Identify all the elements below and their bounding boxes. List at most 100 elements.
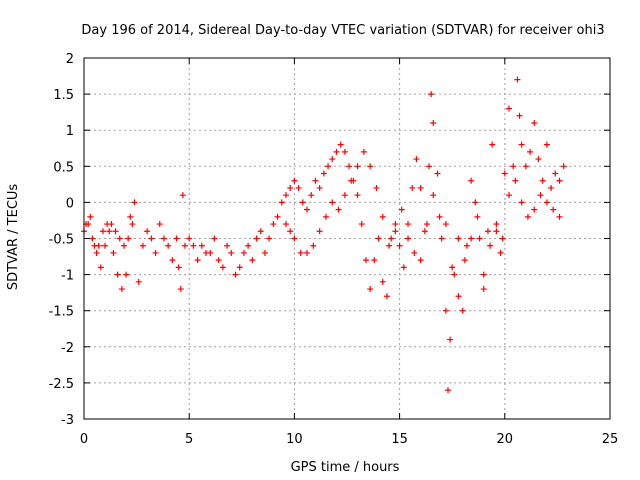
data-point bbox=[405, 235, 412, 242]
data-point bbox=[451, 271, 458, 278]
data-point bbox=[487, 242, 494, 249]
data-point bbox=[512, 177, 519, 184]
y-axis-label: SDTVAR / TECUs bbox=[6, 184, 21, 291]
data-point bbox=[392, 228, 399, 235]
data-point bbox=[198, 242, 205, 249]
data-point bbox=[550, 206, 557, 213]
data-point bbox=[493, 221, 500, 228]
data-point bbox=[112, 228, 119, 235]
data-point bbox=[177, 286, 184, 293]
data-point bbox=[474, 213, 481, 220]
data-point bbox=[556, 213, 563, 220]
data-point bbox=[423, 221, 430, 228]
data-point bbox=[123, 271, 130, 278]
data-point bbox=[322, 213, 329, 220]
data-point bbox=[383, 293, 390, 300]
data-point bbox=[535, 156, 542, 163]
data-point bbox=[430, 119, 437, 126]
data-point bbox=[348, 177, 355, 184]
data-point bbox=[312, 177, 319, 184]
data-point bbox=[501, 170, 508, 177]
data-point bbox=[442, 221, 449, 228]
data-point bbox=[186, 235, 193, 242]
data-point bbox=[409, 184, 416, 191]
data-point bbox=[89, 235, 96, 242]
data-point bbox=[310, 242, 317, 249]
y-tick-label: -0.5 bbox=[49, 233, 74, 248]
data-point bbox=[447, 336, 454, 343]
data-point bbox=[516, 112, 523, 119]
data-point bbox=[316, 228, 323, 235]
data-point bbox=[108, 221, 115, 228]
data-point bbox=[329, 156, 336, 163]
data-point bbox=[257, 228, 264, 235]
data-point bbox=[373, 184, 380, 191]
y-tick-label: -1.5 bbox=[49, 305, 74, 320]
data-point bbox=[560, 163, 567, 170]
data-point bbox=[411, 249, 418, 256]
data-point bbox=[522, 163, 529, 170]
data-point bbox=[266, 235, 273, 242]
data-point bbox=[455, 293, 462, 300]
x-tick-label: 0 bbox=[80, 432, 88, 447]
data-point bbox=[116, 235, 123, 242]
data-point bbox=[386, 242, 393, 249]
data-point bbox=[556, 177, 563, 184]
x-tick-label: 10 bbox=[286, 432, 303, 447]
data-point bbox=[261, 249, 268, 256]
data-point bbox=[131, 199, 138, 206]
data-point bbox=[405, 221, 412, 228]
data-point bbox=[93, 249, 100, 256]
data-point bbox=[129, 221, 136, 228]
data-point bbox=[194, 257, 201, 264]
data-point bbox=[518, 199, 525, 206]
data-point bbox=[430, 192, 437, 199]
data-point bbox=[417, 184, 424, 191]
data-point bbox=[278, 199, 285, 206]
data-point bbox=[228, 249, 235, 256]
data-point bbox=[476, 235, 483, 242]
data-point bbox=[461, 257, 468, 264]
data-point bbox=[444, 387, 451, 394]
data-point bbox=[341, 148, 348, 155]
data-point bbox=[304, 206, 311, 213]
data-point bbox=[160, 235, 167, 242]
data-point bbox=[480, 286, 487, 293]
data-points bbox=[81, 76, 567, 394]
data-point bbox=[531, 206, 538, 213]
data-point bbox=[219, 264, 226, 271]
data-point bbox=[360, 148, 367, 155]
data-point bbox=[120, 242, 127, 249]
data-point bbox=[135, 278, 142, 285]
data-point bbox=[484, 228, 491, 235]
data-point bbox=[413, 156, 420, 163]
data-point bbox=[552, 170, 559, 177]
x-tick-label: 20 bbox=[497, 432, 514, 447]
data-point bbox=[308, 192, 315, 199]
data-point bbox=[341, 192, 348, 199]
data-point bbox=[489, 141, 496, 148]
data-point bbox=[468, 177, 475, 184]
data-point bbox=[527, 148, 534, 155]
data-point bbox=[245, 242, 252, 249]
y-tick-label: 0 bbox=[66, 196, 74, 211]
data-point bbox=[379, 213, 386, 220]
data-point bbox=[497, 249, 504, 256]
data-point bbox=[438, 235, 445, 242]
data-point bbox=[97, 264, 104, 271]
data-point bbox=[426, 163, 433, 170]
data-point bbox=[295, 184, 302, 191]
y-tick-label: -2.5 bbox=[49, 377, 74, 392]
data-point bbox=[375, 235, 382, 242]
data-point bbox=[144, 228, 151, 235]
x-tick-label: 15 bbox=[391, 432, 408, 447]
data-point bbox=[459, 307, 466, 314]
y-tick-label: 1.5 bbox=[53, 88, 74, 103]
data-point bbox=[106, 228, 113, 235]
data-point bbox=[388, 235, 395, 242]
data-point bbox=[436, 213, 443, 220]
data-point bbox=[232, 271, 239, 278]
data-point bbox=[253, 235, 260, 242]
data-point bbox=[211, 235, 218, 242]
data-point bbox=[442, 307, 449, 314]
